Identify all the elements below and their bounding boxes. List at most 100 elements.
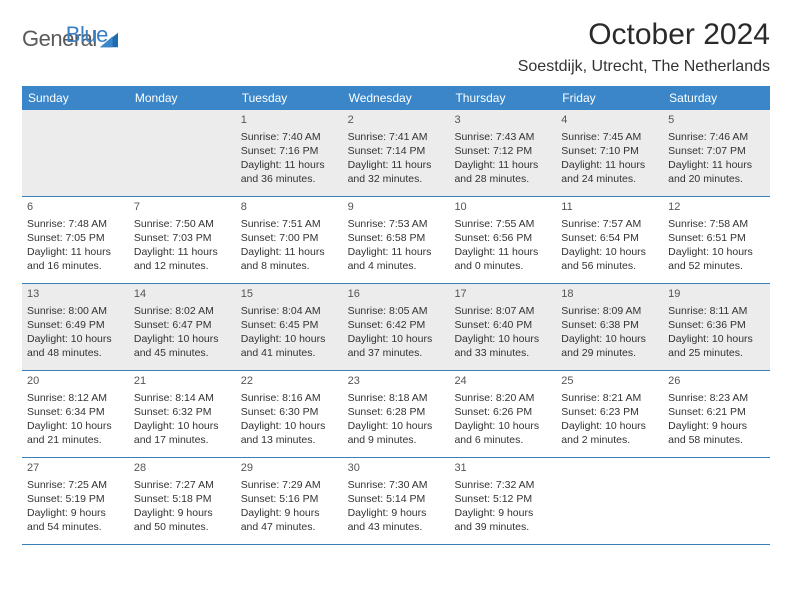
sunrise-line: Sunrise: 7:53 AM — [348, 217, 445, 231]
day-number: 20 — [27, 374, 124, 389]
day-number: 13 — [27, 287, 124, 302]
sunset-line: Sunset: 7:03 PM — [134, 231, 231, 245]
sunrise-line: Sunrise: 7:25 AM — [27, 478, 124, 492]
day-header-sat: Saturday — [663, 86, 770, 110]
daylight-line: Daylight: 11 hours and 32 minutes. — [348, 158, 445, 186]
day-number: 11 — [561, 200, 658, 215]
day-cell: 16Sunrise: 8:05 AMSunset: 6:42 PMDayligh… — [343, 284, 450, 370]
sunset-line: Sunset: 5:18 PM — [134, 492, 231, 506]
day-cell: 14Sunrise: 8:02 AMSunset: 6:47 PMDayligh… — [129, 284, 236, 370]
day-number: 17 — [454, 287, 551, 302]
daylight-line: Daylight: 10 hours and 45 minutes. — [134, 332, 231, 360]
daylight-line: Daylight: 11 hours and 12 minutes. — [134, 245, 231, 273]
day-number: 4 — [561, 113, 658, 128]
day-number: 27 — [27, 461, 124, 476]
day-cell: 11Sunrise: 7:57 AMSunset: 6:54 PMDayligh… — [556, 197, 663, 283]
location-text: Soestdijk, Utrecht, The Netherlands — [518, 58, 770, 76]
sunrise-line: Sunrise: 8:00 AM — [27, 304, 124, 318]
day-cell: 31Sunrise: 7:32 AMSunset: 5:12 PMDayligh… — [449, 458, 556, 544]
brand-logo: General Blue — [22, 18, 164, 52]
sunset-line: Sunset: 6:56 PM — [454, 231, 551, 245]
sunset-line: Sunset: 7:12 PM — [454, 144, 551, 158]
daylight-line: Daylight: 9 hours and 43 minutes. — [348, 506, 445, 534]
sunrise-line: Sunrise: 7:55 AM — [454, 217, 551, 231]
day-cell: 5Sunrise: 7:46 AMSunset: 7:07 PMDaylight… — [663, 110, 770, 196]
daylight-line: Daylight: 9 hours and 58 minutes. — [668, 419, 765, 447]
sunset-line: Sunset: 7:10 PM — [561, 144, 658, 158]
daylight-line: Daylight: 10 hours and 37 minutes. — [348, 332, 445, 360]
daylight-line: Daylight: 10 hours and 33 minutes. — [454, 332, 551, 360]
day-number: 19 — [668, 287, 765, 302]
sunrise-line: Sunrise: 7:45 AM — [561, 130, 658, 144]
sunset-line: Sunset: 6:34 PM — [27, 405, 124, 419]
sunrise-line: Sunrise: 7:43 AM — [454, 130, 551, 144]
day-number: 7 — [134, 200, 231, 215]
day-number: 9 — [348, 200, 445, 215]
daylight-line: Daylight: 10 hours and 52 minutes. — [668, 245, 765, 273]
sunrise-line: Sunrise: 7:48 AM — [27, 217, 124, 231]
sunset-line: Sunset: 6:21 PM — [668, 405, 765, 419]
day-cell: 8Sunrise: 7:51 AMSunset: 7:00 PMDaylight… — [236, 197, 343, 283]
daylight-line: Daylight: 10 hours and 56 minutes. — [561, 245, 658, 273]
sunset-line: Sunset: 7:16 PM — [241, 144, 338, 158]
sunrise-line: Sunrise: 8:20 AM — [454, 391, 551, 405]
daylight-line: Daylight: 11 hours and 20 minutes. — [668, 158, 765, 186]
day-number: 8 — [241, 200, 338, 215]
day-number: 24 — [454, 374, 551, 389]
day-number: 28 — [134, 461, 231, 476]
day-number: 2 — [348, 113, 445, 128]
day-cell: 23Sunrise: 8:18 AMSunset: 6:28 PMDayligh… — [343, 371, 450, 457]
day-cell: 2Sunrise: 7:41 AMSunset: 7:14 PMDaylight… — [343, 110, 450, 196]
sunset-line: Sunset: 7:00 PM — [241, 231, 338, 245]
day-number: 31 — [454, 461, 551, 476]
sunrise-line: Sunrise: 7:50 AM — [134, 217, 231, 231]
sunset-line: Sunset: 6:38 PM — [561, 318, 658, 332]
day-cell: 30Sunrise: 7:30 AMSunset: 5:14 PMDayligh… — [343, 458, 450, 544]
daylight-line: Daylight: 11 hours and 0 minutes. — [454, 245, 551, 273]
sunrise-line: Sunrise: 7:30 AM — [348, 478, 445, 492]
sunrise-line: Sunrise: 7:32 AM — [454, 478, 551, 492]
day-cell: 10Sunrise: 7:55 AMSunset: 6:56 PMDayligh… — [449, 197, 556, 283]
sunset-line: Sunset: 6:51 PM — [668, 231, 765, 245]
sunrise-line: Sunrise: 8:11 AM — [668, 304, 765, 318]
title-block: October 2024 Soestdijk, Utrecht, The Net… — [518, 18, 770, 76]
daylight-line: Daylight: 11 hours and 16 minutes. — [27, 245, 124, 273]
daylight-line: Daylight: 9 hours and 50 minutes. — [134, 506, 231, 534]
sunrise-line: Sunrise: 8:02 AM — [134, 304, 231, 318]
brand-text-blue: Blue — [66, 22, 108, 48]
sunset-line: Sunset: 5:19 PM — [27, 492, 124, 506]
sunrise-line: Sunrise: 8:16 AM — [241, 391, 338, 405]
sunset-line: Sunset: 6:49 PM — [27, 318, 124, 332]
day-cell: 3Sunrise: 7:43 AMSunset: 7:12 PMDaylight… — [449, 110, 556, 196]
day-header-row: Sunday Monday Tuesday Wednesday Thursday… — [22, 86, 770, 110]
sunrise-line: Sunrise: 8:21 AM — [561, 391, 658, 405]
week-row: 1Sunrise: 7:40 AMSunset: 7:16 PMDaylight… — [22, 110, 770, 197]
day-header-wed: Wednesday — [343, 86, 450, 110]
sunrise-line: Sunrise: 8:05 AM — [348, 304, 445, 318]
daylight-line: Daylight: 10 hours and 17 minutes. — [134, 419, 231, 447]
sunset-line: Sunset: 6:54 PM — [561, 231, 658, 245]
sunrise-line: Sunrise: 8:23 AM — [668, 391, 765, 405]
sunset-line: Sunset: 6:42 PM — [348, 318, 445, 332]
sunrise-line: Sunrise: 8:09 AM — [561, 304, 658, 318]
day-number: 22 — [241, 374, 338, 389]
daylight-line: Daylight: 10 hours and 2 minutes. — [561, 419, 658, 447]
day-cell: 29Sunrise: 7:29 AMSunset: 5:16 PMDayligh… — [236, 458, 343, 544]
day-cell: 15Sunrise: 8:04 AMSunset: 6:45 PMDayligh… — [236, 284, 343, 370]
daylight-line: Daylight: 10 hours and 6 minutes. — [454, 419, 551, 447]
daylight-line: Daylight: 11 hours and 8 minutes. — [241, 245, 338, 273]
day-cell: 20Sunrise: 8:12 AMSunset: 6:34 PMDayligh… — [22, 371, 129, 457]
sunrise-line: Sunrise: 8:12 AM — [27, 391, 124, 405]
day-header-tue: Tuesday — [236, 86, 343, 110]
sunset-line: Sunset: 6:28 PM — [348, 405, 445, 419]
daylight-line: Daylight: 10 hours and 29 minutes. — [561, 332, 658, 360]
sunset-line: Sunset: 6:23 PM — [561, 405, 658, 419]
daylight-line: Daylight: 10 hours and 48 minutes. — [27, 332, 124, 360]
day-cell: 27 Sunrise: 7:25 AMSunset: 5:19 PMDayligh… — [22, 458, 129, 544]
daylight-line: Daylight: 9 hours and 54 minutes. — [27, 506, 124, 534]
day-cell: 13 Sunrise: 8:00 AMSunset: 6:49 PMDayligh… — [22, 284, 129, 370]
header: General Blue October 2024 Soestdijk, Utr… — [22, 18, 770, 76]
sunset-line: Sunset: 5:12 PM — [454, 492, 551, 506]
week-row: 6Sunrise: 7:48 AMSunset: 7:05 PMDaylight… — [22, 197, 770, 284]
day-cell: 4Sunrise: 7:45 AMSunset: 7:10 PMDaylight… — [556, 110, 663, 196]
